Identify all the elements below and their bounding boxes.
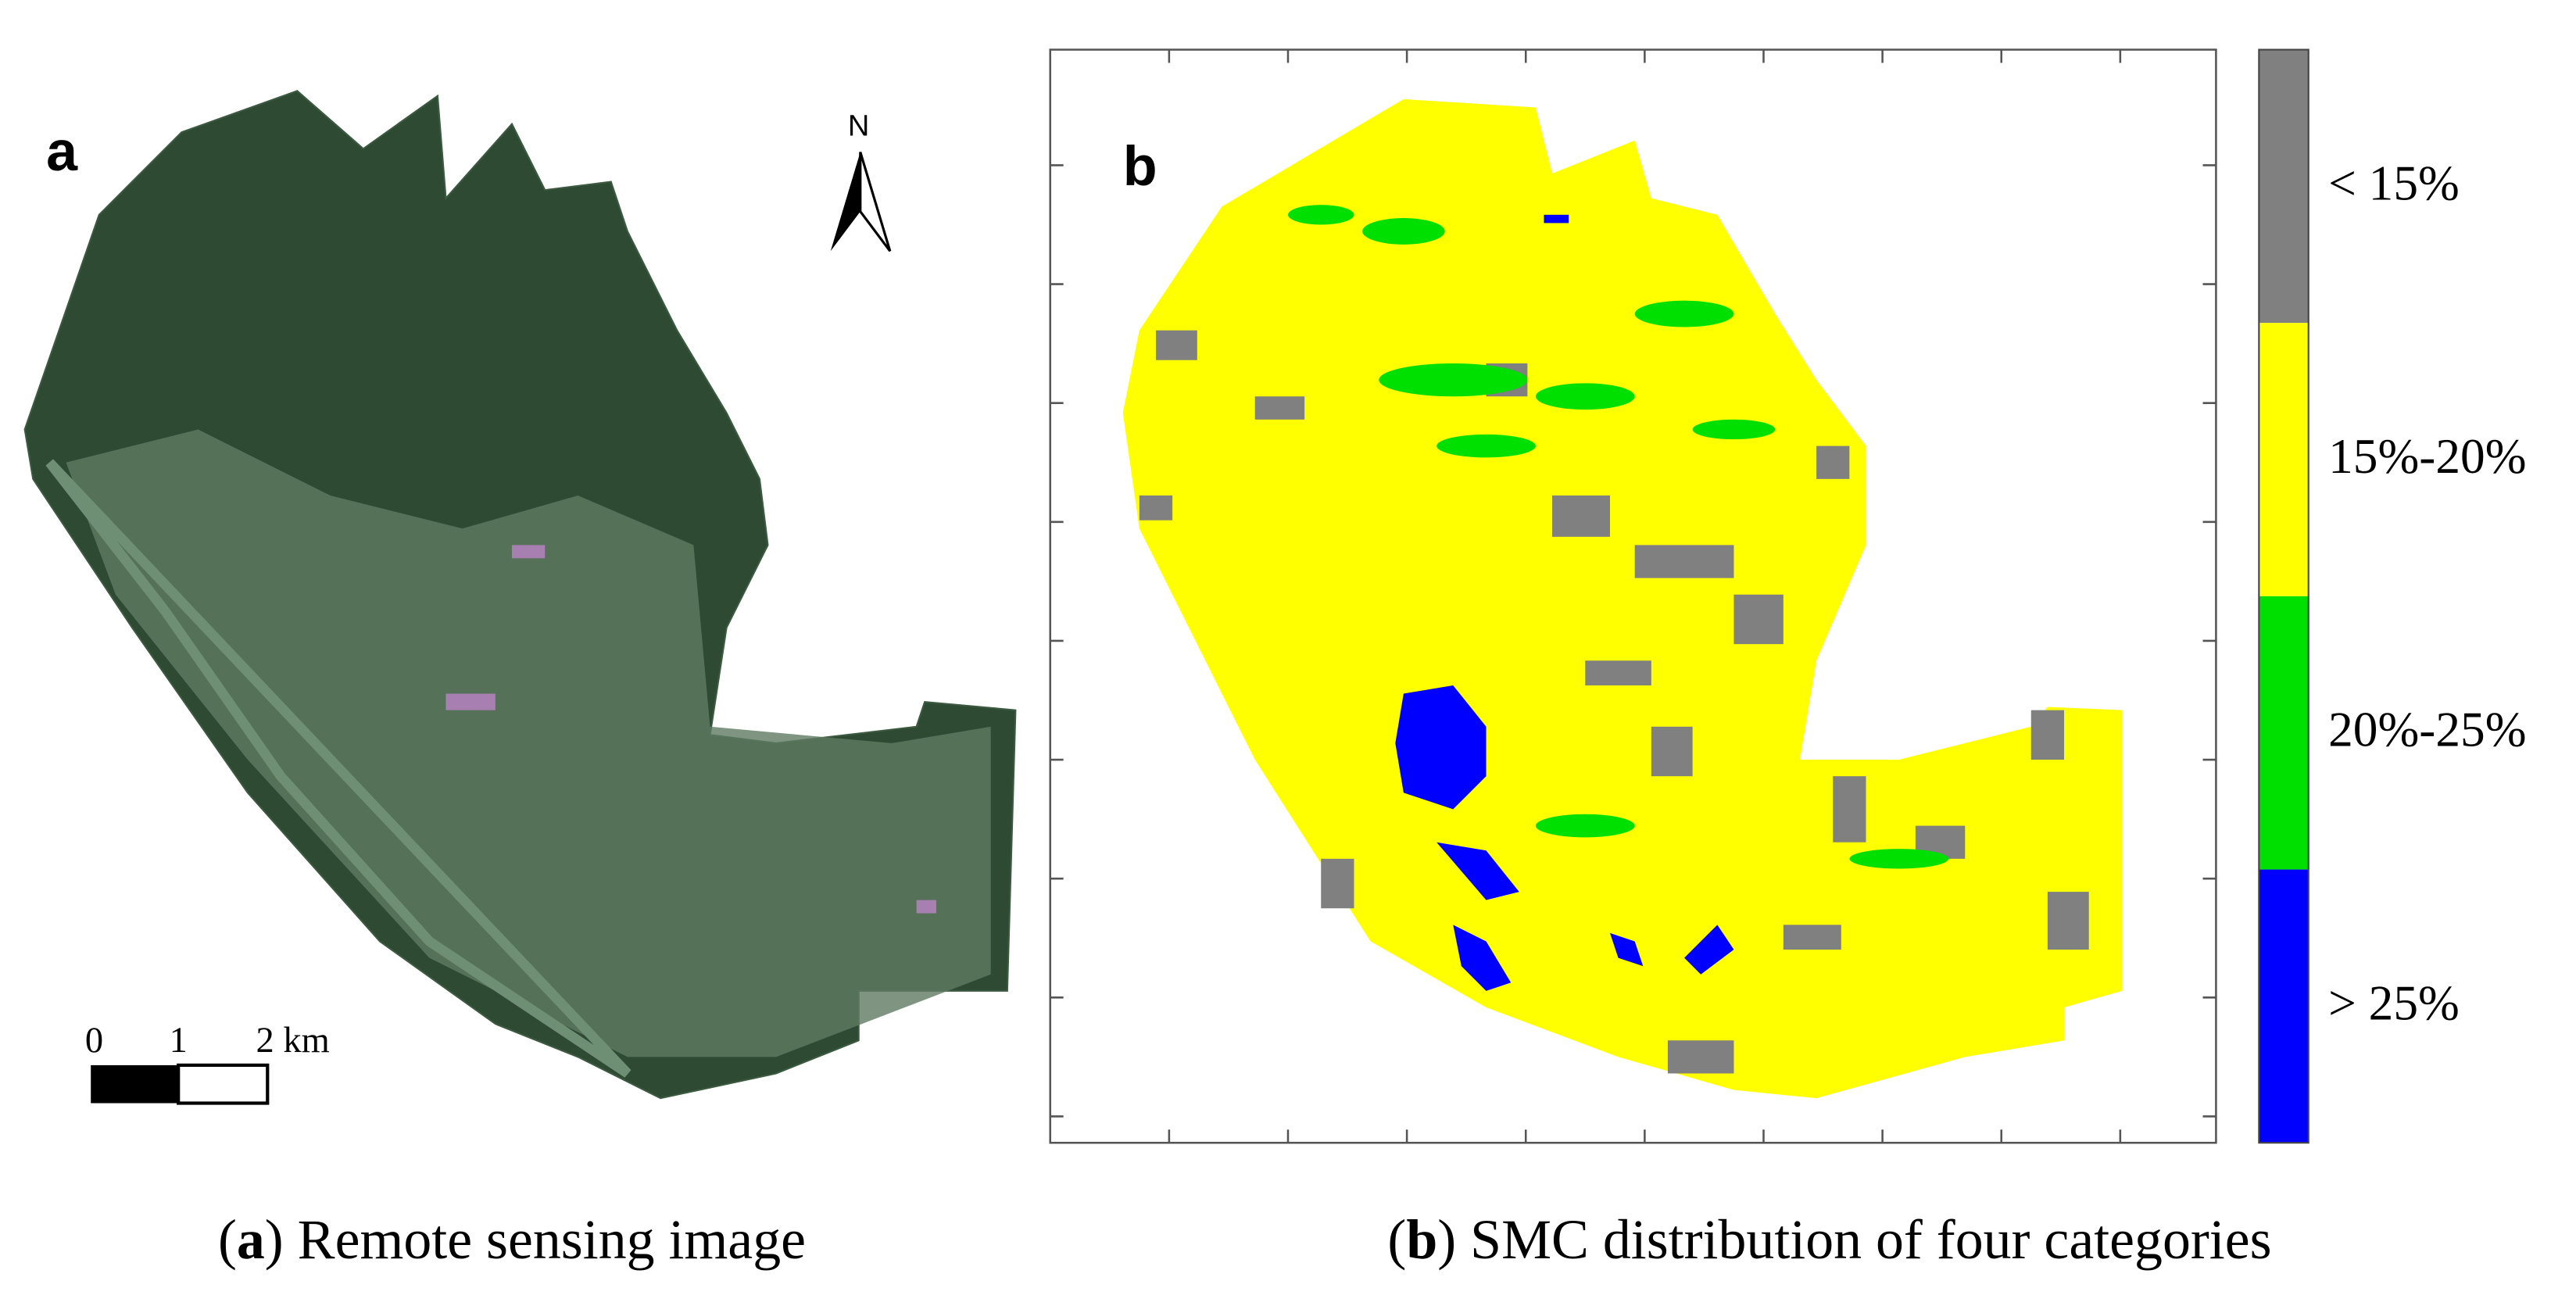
legend-label: 15%-20%: [2328, 429, 2526, 484]
legend: < 15% 15%-20% 20%-25% > 25%: [2258, 48, 2527, 1144]
caption-part: (: [1387, 1208, 1406, 1271]
moist-patches: [1288, 205, 1949, 869]
caption: (b) SMC distribution of four categories: [1387, 1208, 2271, 1271]
panel-a: a N 0 1 2 km (a) Remote sensing image: [23, 90, 1017, 1271]
scale-label: 1: [170, 1021, 188, 1061]
scale-label: 2 km: [256, 1021, 329, 1061]
bare-patch: [445, 693, 496, 710]
frame-ticks: [1050, 49, 2216, 1143]
north-arrow: [859, 152, 892, 252]
caption-part: a: [237, 1208, 265, 1271]
legend-swatch: [2259, 49, 2309, 324]
legend-border: [2258, 48, 2309, 1144]
legend-swatch: [2259, 869, 2309, 1143]
bare-patch: [511, 545, 546, 559]
caption-part: b: [1406, 1208, 1437, 1271]
legend-label: < 15%: [2328, 156, 2460, 210]
dry-patches: [1139, 330, 2089, 1074]
caption-part: ) Remote sensing image: [265, 1208, 806, 1271]
smc-map: [1122, 98, 2122, 1099]
north-arrow: [830, 152, 860, 252]
legend-swatch: [2259, 323, 2309, 596]
scale-label: 0: [85, 1021, 103, 1061]
scale-bar: [177, 1063, 270, 1105]
caption-part: (: [218, 1208, 237, 1271]
north-label: N: [848, 109, 869, 142]
wet-patches: [1395, 214, 1734, 991]
caption: (a) Remote sensing image: [218, 1208, 806, 1271]
panel-b: b < 15%15%-20%20%-25%> 25% (b) SMC distr…: [1049, 48, 2527, 1271]
legend-swatch: [2259, 596, 2309, 870]
river: [45, 459, 631, 1078]
caption-part: ) SMC distribution of four categories: [1437, 1208, 2271, 1271]
scale-bar: [91, 1064, 179, 1104]
panel-label: a: [46, 120, 78, 183]
urban-area: [66, 429, 991, 1057]
legend-label: > 25%: [2328, 975, 2460, 1030]
legend-label: 20%-25%: [2328, 703, 2526, 757]
panel-label: b: [1123, 135, 1157, 198]
bare-patch: [916, 900, 936, 914]
